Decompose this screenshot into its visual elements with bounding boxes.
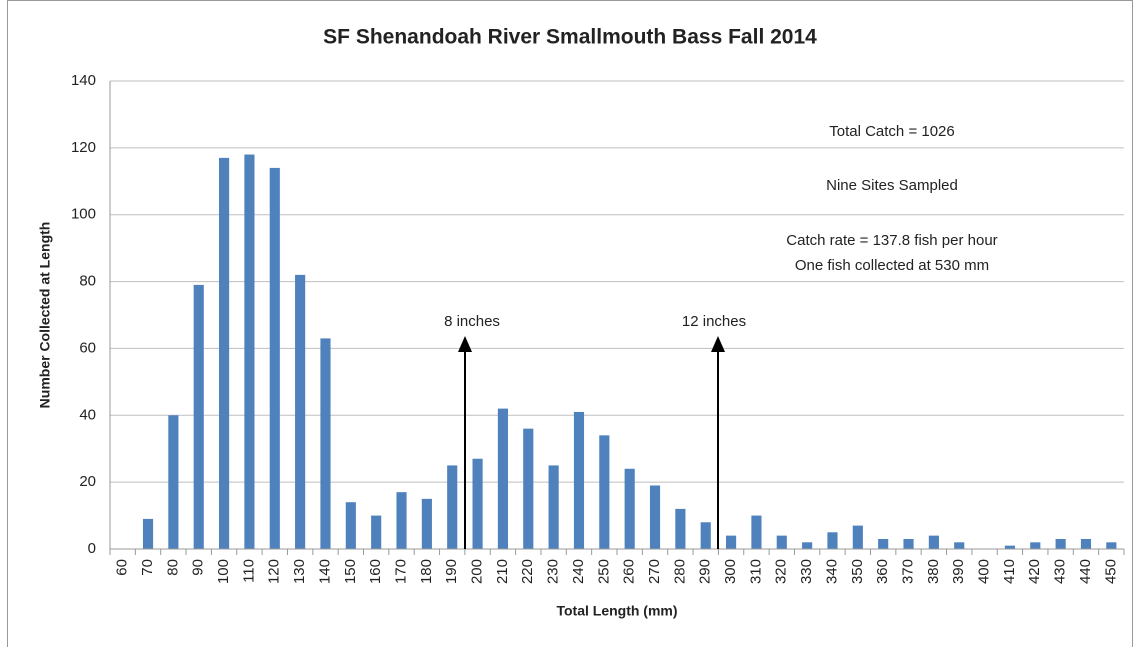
x-tick-label: 440 xyxy=(1077,559,1094,584)
bar xyxy=(193,284,204,549)
arrow-head xyxy=(458,336,472,352)
x-tick-label: 140 xyxy=(316,559,333,584)
x-tick-label: 450 xyxy=(1102,559,1119,584)
annotation: 8 inches xyxy=(444,313,500,330)
annotation: 12 inches xyxy=(682,313,746,330)
x-tick-label: 70 xyxy=(139,559,156,576)
bar xyxy=(269,167,280,549)
chart-title: SF Shenandoah River Smallmouth Bass Fall… xyxy=(323,26,817,49)
bar xyxy=(244,154,255,550)
x-tick-label: 400 xyxy=(976,559,993,584)
bar xyxy=(1030,542,1041,549)
bar xyxy=(624,468,635,549)
annotation: Nine Sites Sampled xyxy=(826,177,958,194)
x-tick-label: 310 xyxy=(747,559,764,584)
y-tick-label: 0 xyxy=(88,540,96,557)
bar xyxy=(954,542,965,549)
bar xyxy=(320,338,331,549)
y-tick-label: 60 xyxy=(79,339,96,356)
x-tick-label: 180 xyxy=(418,559,435,584)
x-tick-label: 120 xyxy=(266,559,283,584)
y-tick-label: 100 xyxy=(71,206,96,223)
x-tick-label: 200 xyxy=(469,559,486,584)
bar xyxy=(295,274,306,549)
y-tick-label: 120 xyxy=(71,139,96,156)
x-tick-label: 250 xyxy=(595,559,612,584)
x-tick-label: 330 xyxy=(798,559,815,584)
bar xyxy=(726,535,737,549)
x-tick-label: 110 xyxy=(240,559,257,583)
bar xyxy=(472,458,483,549)
y-tick-label: 140 xyxy=(71,72,96,89)
bar xyxy=(599,435,610,549)
x-tick-label: 300 xyxy=(722,559,739,584)
bar xyxy=(675,508,686,549)
bar xyxy=(928,535,939,549)
bar xyxy=(219,157,230,549)
bar xyxy=(573,411,585,549)
x-tick-label: 270 xyxy=(646,559,663,584)
bar xyxy=(649,485,661,549)
bar xyxy=(421,498,432,549)
x-tick-label: 170 xyxy=(392,559,409,584)
x-tick-label: 150 xyxy=(342,559,359,584)
bar xyxy=(1106,542,1117,549)
bar xyxy=(751,515,762,549)
x-tick-label: 380 xyxy=(925,559,942,584)
x-tick-label: 370 xyxy=(899,559,916,584)
bar xyxy=(903,538,914,549)
y-tick-label: 80 xyxy=(79,273,96,290)
bar xyxy=(776,535,787,549)
y-axis-title: Number Collected at Length xyxy=(37,222,53,409)
x-tick-label: 430 xyxy=(1052,559,1069,584)
annotation: Catch rate = 137.8 fish per hour xyxy=(786,232,997,249)
x-tick-label: 190 xyxy=(443,559,460,584)
bar xyxy=(371,515,382,549)
bar xyxy=(878,538,889,549)
bar xyxy=(852,525,863,549)
x-tick-label: 320 xyxy=(773,559,790,584)
x-tick-label: 260 xyxy=(621,559,638,584)
arrow-head xyxy=(711,336,725,352)
x-tick-label: 280 xyxy=(671,559,688,584)
y-tick-label: 20 xyxy=(79,473,96,490)
x-tick-label: 240 xyxy=(570,559,587,584)
x-tick-label: 420 xyxy=(1026,559,1043,584)
bar xyxy=(700,522,711,549)
bar xyxy=(548,465,559,549)
annotation: One fish collected at 530 mm xyxy=(795,257,989,274)
bar xyxy=(523,428,534,549)
x-tick-label: 130 xyxy=(291,559,308,584)
bar xyxy=(168,415,179,549)
x-tick-label: 100 xyxy=(215,559,232,584)
x-tick-label: 350 xyxy=(849,559,866,584)
bar xyxy=(447,465,458,549)
bar xyxy=(345,502,356,549)
x-tick-label: 160 xyxy=(367,559,384,584)
x-tick-label: 410 xyxy=(1001,559,1018,584)
x-tick-label: 60 xyxy=(114,559,131,576)
bar xyxy=(827,532,838,549)
x-tick-label: 390 xyxy=(950,559,967,584)
x-tick-label: 290 xyxy=(697,559,714,584)
bar xyxy=(497,408,508,549)
x-tick-label: 90 xyxy=(190,559,207,576)
bar xyxy=(396,492,407,549)
x-tick-label: 220 xyxy=(519,559,536,584)
x-tick-label: 340 xyxy=(823,559,840,584)
x-tick-label: 360 xyxy=(874,559,891,584)
bar xyxy=(1080,538,1092,549)
x-tick-label: 230 xyxy=(545,559,562,584)
chart-border xyxy=(7,0,1133,652)
annotation: Total Catch = 1026 xyxy=(829,123,955,140)
x-tick-label: 80 xyxy=(164,559,181,576)
x-tick-label: 210 xyxy=(494,559,511,584)
y-tick-label: 40 xyxy=(79,406,96,423)
bar xyxy=(1055,538,1066,549)
bar xyxy=(1004,545,1015,549)
bar xyxy=(802,542,813,549)
bar xyxy=(142,518,154,549)
x-axis-title: Total Length (mm) xyxy=(556,603,677,619)
